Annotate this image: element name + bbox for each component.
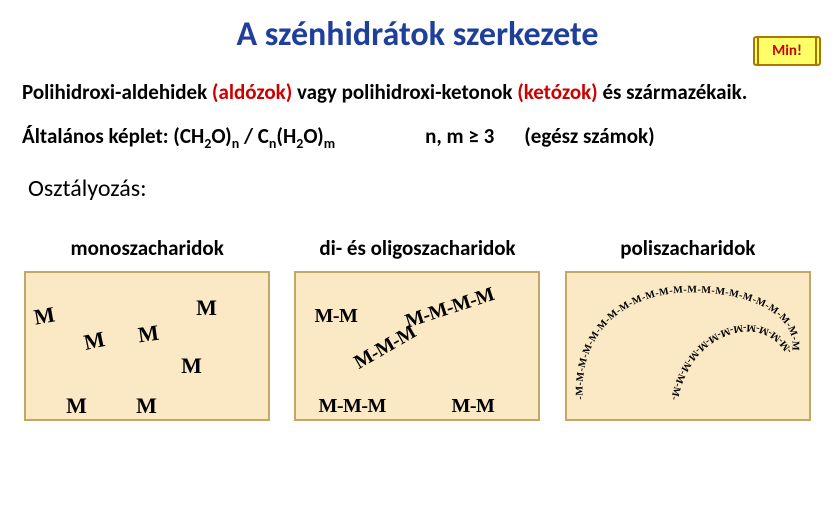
min-badge: Min! (757, 36, 817, 66)
mono-unit: M (66, 393, 87, 419)
oligo-chain: M-M-M-M (403, 283, 498, 333)
panel-poly: -M-M-M-M-M-M-M-M-M-M-M-M-M-M-M-M-M-M-M-M… (565, 271, 811, 421)
formula-note: (egész számok) (524, 123, 654, 149)
formula-label: Általános képlet: (22, 123, 173, 149)
panel-oligo-wrap: di- és oligoszacharidok M-MM-M-M-MM-M-MM… (292, 235, 542, 421)
panel-poly-wrap: poliszacharidok -M-M-M-M-M-M-M-M-M-M-M-M… (563, 235, 813, 421)
def-mid1: vagy polihidroxi-ketonok (292, 79, 517, 105)
mono-unit: M (136, 393, 157, 419)
panel-mono-wrap: monoszacharidok MMMMMMM (22, 235, 272, 421)
formula-cond: n, m ≥ 3 (425, 123, 494, 149)
panel-oligo: M-MM-M-M-MM-M-MM-M-MM-M (294, 271, 540, 421)
poly-chain-text: -M-M-M-M-M-M-M-M-M-M-M-M-M-M-M-M-M-M-M-M… (567, 273, 801, 402)
oligo-chain: M-M (314, 305, 357, 328)
mono-unit: M (196, 295, 217, 321)
definition-text: Polihidroxi-aldehidek (aldózok) vagy pol… (22, 73, 813, 113)
mono-unit: M (181, 353, 202, 379)
oligo-chain: M-M (451, 395, 494, 418)
oligo-chain: M-M-M (318, 395, 385, 418)
classification-label: Osztályozás: (28, 174, 835, 203)
panel-oligo-title: di- és oligoszacharidok (319, 235, 515, 261)
def-post1: és származékaik. (598, 79, 748, 105)
panels-row: monoszacharidok MMMMMMM di- és oligoszac… (22, 235, 813, 421)
formula-expr: (CH2O)n / Cn(H2O)m (173, 123, 335, 149)
formula-line: Általános képlet: (CH2O)n / Cn(H2O)m n, m… (22, 123, 813, 152)
oligo-chain: M-M-M (351, 321, 421, 375)
mono-unit: M (82, 326, 108, 356)
panel-mono: MMMMMMM (24, 271, 270, 421)
min-badge-text: Min! (772, 42, 802, 60)
def-red2: (ketózok) (517, 79, 598, 105)
mono-unit: M (32, 301, 57, 330)
page-title: A szénhidrátok szerkezete (0, 14, 835, 55)
svg-text:-M-M-M-M-M-M-M-M-M-M-M-M-M-M-M: -M-M-M-M-M-M-M-M-M-M-M-M-M-M-M-M-M-M-M-M… (567, 273, 801, 402)
mono-unit: M (136, 320, 160, 349)
def-pre1: Polihidroxi-aldehidek (22, 79, 212, 105)
panel-poly-title: poliszacharidok (620, 235, 755, 261)
def-red1: (aldózok) (212, 79, 292, 105)
panel-mono-title: monoszacharidok (71, 235, 224, 261)
